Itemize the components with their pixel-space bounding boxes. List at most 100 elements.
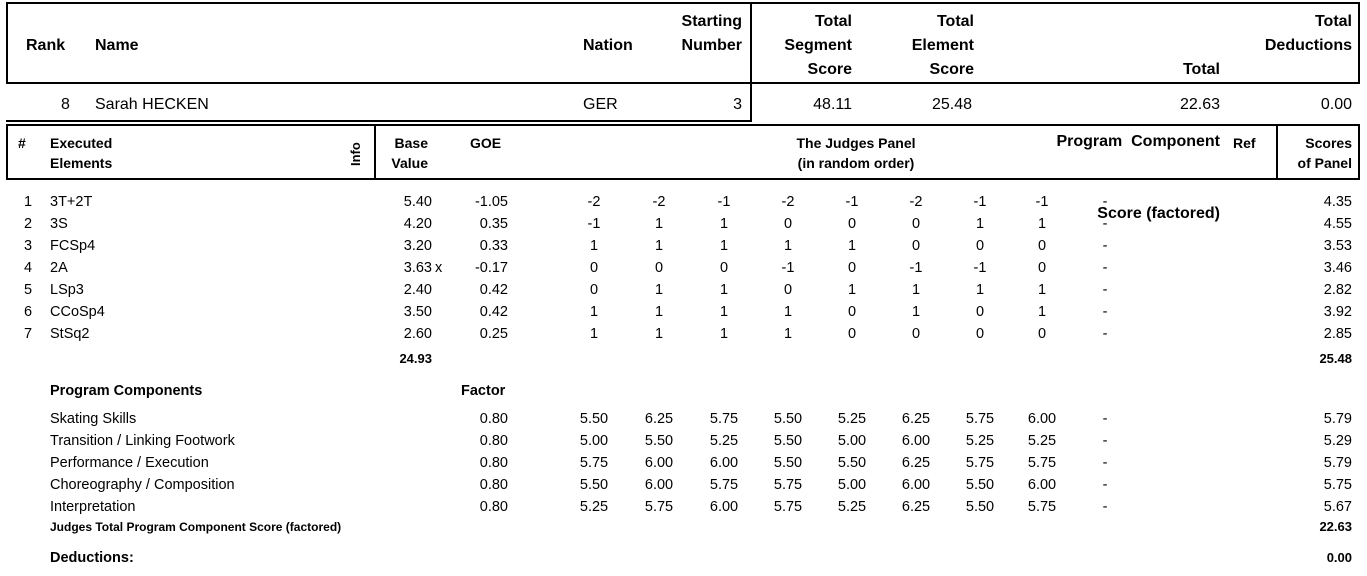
judge-mark: 6.00	[1027, 477, 1057, 493]
judge-mark: 5.75	[1027, 455, 1057, 471]
starting-header-line2: Number	[681, 37, 742, 54]
judge-mark: 5.00	[837, 433, 867, 449]
judge-mark: 5.75	[773, 477, 803, 493]
judge-mark: 1	[911, 282, 921, 298]
judge-mark: 1	[589, 326, 599, 342]
element-panel-score: 4.55	[1323, 216, 1352, 232]
judge-mark: 1	[911, 304, 921, 320]
element-goe: -1.05	[474, 194, 508, 210]
judge-mark: 0	[847, 216, 857, 232]
pcs-header-line2: Program Component	[1056, 133, 1220, 150]
skater-tes: 25.48	[931, 96, 972, 113]
component-row: Interpretation 0.80 5.25 5.75 6.00 5.75 5.25 6.…	[0, 496, 1367, 518]
element-number: 1	[24, 194, 33, 210]
judge-mark: 1	[783, 304, 793, 320]
components-total-value: 22.63	[1319, 519, 1352, 534]
skater-summary-row: 8 Sarah HECKEN GER 3 48.11 25.48 22.63 0…	[0, 94, 1367, 116]
executed-header-line2: Elements	[50, 155, 113, 171]
judge-mark: 5.75	[773, 499, 803, 515]
judge-mark: 5.75	[965, 455, 995, 471]
judge-mark: 5.50	[644, 433, 674, 449]
hash-header: #	[18, 135, 26, 151]
judge-mark: -	[1102, 477, 1108, 493]
tes-header-line2: Element	[911, 37, 974, 54]
element-name: CCoSp4	[50, 304, 105, 320]
judge-mark: 5.50	[837, 455, 867, 471]
judge-mark: 5.50	[773, 455, 803, 471]
component-panel-score: 5.29	[1323, 433, 1352, 449]
judge-mark: 0	[847, 260, 857, 276]
judge-mark: 5.50	[965, 477, 995, 493]
component-row: Transition / Linking Footwork 0.80 5.00 5.5…	[0, 430, 1367, 452]
skater-name: Sarah HECKEN	[95, 96, 209, 113]
judge-mark: 0	[1037, 260, 1047, 276]
elements-score-total: 25.48	[1319, 351, 1352, 366]
judge-mark: 0	[975, 326, 985, 342]
element-base-value: 5.40	[403, 194, 432, 210]
elements-header-frame	[6, 124, 1360, 180]
component-panel-score: 5.79	[1323, 455, 1352, 471]
info-divider	[374, 124, 376, 180]
element-number: 3	[24, 238, 33, 254]
element-row: 3 FCSp4 3.20 0.33 1 1 1 1 1 0 0 0 - 3.53	[0, 235, 1367, 257]
goe-header: GOE	[470, 135, 502, 151]
panel-header-line1: The Judges Panel	[796, 135, 916, 151]
base-header-line1: Base	[394, 135, 428, 151]
element-row: 4 2A 3.63 x -0.17 0 0 0 -1 0 -1 -1 0 - 3.46	[0, 257, 1367, 279]
judge-mark: 5.75	[579, 455, 609, 471]
tes-header-line3: Score	[929, 61, 974, 78]
pcs-header: Total Program Component Score (factored)	[1000, 10, 1220, 250]
judge-mark: 0	[911, 238, 921, 254]
judge-mark: 1	[847, 238, 857, 254]
judges-panel-header: The Judges Panel (in random order)	[756, 133, 956, 173]
element-panel-score: 4.35	[1323, 194, 1352, 210]
skater-tss: 48.11	[813, 96, 852, 113]
judge-mark: -	[1102, 238, 1108, 254]
element-info: x	[435, 260, 443, 276]
scores-header-line2: of Panel	[1297, 155, 1352, 171]
deductions-label: Deductions:	[50, 550, 134, 566]
judge-mark: 0	[783, 216, 793, 232]
starting-number-header: Starting Number	[640, 10, 742, 58]
element-base-value: 2.60	[403, 326, 432, 342]
judge-mark: 1	[654, 282, 664, 298]
component-name: Interpretation	[50, 499, 136, 515]
deductions-value: 0.00	[1326, 550, 1352, 565]
pcs-header-line1: Total	[1182, 61, 1220, 78]
judge-mark: 5.00	[579, 433, 609, 449]
judge-mark: 5.25	[837, 499, 867, 515]
judge-mark: 0	[847, 326, 857, 342]
program-components-title: Program Components	[50, 383, 203, 399]
judge-mark: 1	[589, 304, 599, 320]
name-header: Name	[95, 37, 139, 54]
skater-starting-number: 3	[733, 96, 742, 113]
tss-header-line1: Total	[814, 13, 852, 30]
element-goe: 0.25	[479, 326, 508, 342]
component-factor: 0.80	[479, 455, 508, 471]
judge-mark: 1	[975, 216, 985, 232]
skater-pcs: 22.63	[1179, 96, 1220, 113]
judge-mark: 1	[847, 282, 857, 298]
element-panel-score: 3.46	[1323, 260, 1352, 276]
judge-mark: -	[1102, 455, 1108, 471]
tss-header: Total Segment Score	[752, 10, 852, 82]
element-row: 1 3T+2T 5.40 -1.05 -2 -2 -1 -2 -1 -2 -1 -1 - 4.35	[0, 191, 1367, 213]
judge-mark: 5.50	[579, 411, 609, 427]
element-base-value: 2.40	[403, 282, 432, 298]
judge-mark: 1	[654, 238, 664, 254]
ded-header-line2: Deductions	[1264, 37, 1352, 54]
element-number: 4	[24, 260, 33, 276]
scores-header-line1: Scores	[1305, 135, 1352, 151]
components-header-row: Program Components Factor	[0, 380, 1367, 402]
starting-header-line1: Starting	[681, 13, 742, 30]
judge-mark: -	[1102, 411, 1108, 427]
judge-mark: 0	[911, 216, 921, 232]
summary-header-frame	[6, 2, 1360, 84]
judge-mark: 5.25	[965, 433, 995, 449]
element-base-value: 3.50	[403, 304, 432, 320]
judge-mark: -2	[781, 194, 795, 210]
judge-mark: 1	[975, 282, 985, 298]
element-name: 3T+2T	[50, 194, 93, 210]
element-goe: 0.42	[479, 304, 508, 320]
component-factor: 0.80	[479, 499, 508, 515]
